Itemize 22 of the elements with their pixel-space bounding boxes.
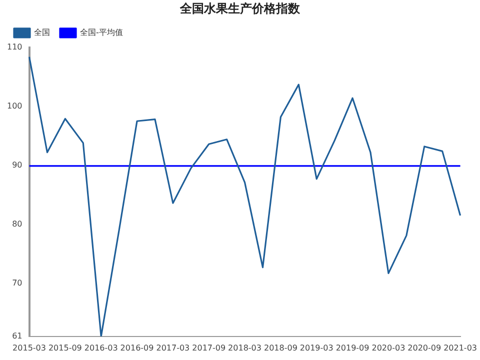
y-tick-label: 80 [12, 219, 22, 228]
x-tick-label: 2019-09 [336, 343, 370, 352]
y-tick-label: 70 [12, 278, 22, 288]
legend-label: 全国 [34, 28, 50, 37]
x-tick-label: 2018-09 [264, 343, 298, 352]
x-tick-label: 2015-03 [12, 343, 46, 352]
x-tick-label: 2020-09 [408, 343, 442, 352]
x-tick-label: 2017-03 [156, 343, 190, 352]
y-tick-label: 110 [6, 42, 22, 52]
x-tick-label: 2016-09 [120, 343, 154, 352]
x-tick-label: 2019-03 [300, 343, 334, 352]
y-tick-label: 90 [12, 160, 22, 170]
y-tick-label: 100 [6, 101, 22, 110]
x-tick-label: 2020-03 [372, 343, 406, 352]
y-tick-label: 61 [12, 331, 22, 340]
legend-label: 全国-平均值 [80, 28, 123, 37]
chart-title: 全国水果生产价格指数 [179, 1, 301, 16]
x-tick-label: 2015-09 [48, 343, 82, 352]
x-tick-label: 2018-03 [228, 343, 262, 352]
x-tick-label: 2016-03 [84, 343, 118, 352]
x-tick-label: 2017-09 [192, 343, 226, 352]
x-tick-label: 2021-03 [444, 343, 478, 352]
